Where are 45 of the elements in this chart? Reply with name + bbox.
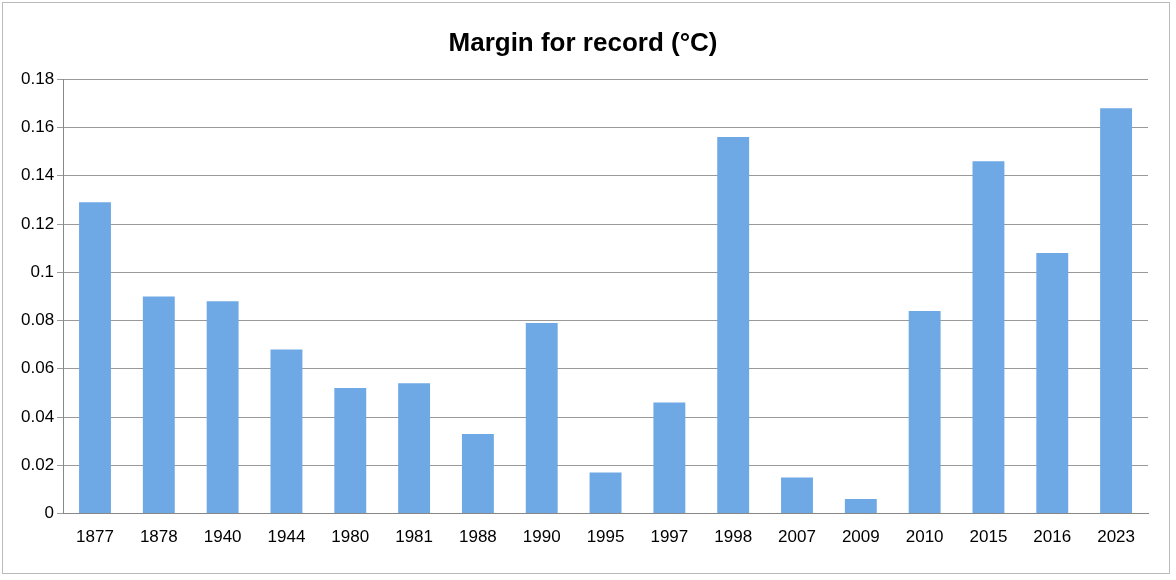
bar [653, 402, 686, 514]
bar [461, 433, 494, 514]
x-tick-label: 1990 [522, 527, 561, 547]
y-tick-label: 0.18 [20, 68, 55, 88]
y-tick-label: 0.04 [20, 406, 55, 426]
y-tick-label: 0.1 [30, 261, 55, 281]
bar [398, 383, 431, 514]
bar [334, 388, 367, 514]
bar [589, 472, 622, 514]
bar [781, 477, 813, 514]
x-tick-label: 2007 [778, 527, 816, 547]
y-tick-label: 0.02 [20, 455, 55, 475]
y-tick-label: 0.08 [20, 310, 55, 330]
x-tick-label: 2016 [1033, 527, 1072, 547]
bar [525, 322, 558, 514]
x-tick-label: 1940 [203, 527, 242, 547]
x-tick-label: 1997 [650, 527, 689, 547]
bar [79, 202, 111, 514]
bar [972, 161, 1005, 514]
chart-title: Margin for record (°C) [448, 26, 718, 57]
y-tick-label: 0.14 [20, 165, 55, 185]
x-tick-label: 1877 [76, 527, 114, 547]
bar [908, 310, 941, 514]
x-tick-label: 1980 [331, 527, 370, 547]
x-tick-label: 1981 [395, 527, 433, 547]
y-tick-label: 0.12 [20, 213, 55, 233]
bar [1036, 252, 1069, 514]
x-tick-label: 2015 [969, 527, 1008, 547]
bar [270, 349, 303, 514]
y-tick-label: 0 [44, 503, 55, 523]
x-tick-label: 2010 [905, 527, 944, 547]
y-tick-label: 0.06 [20, 358, 55, 378]
x-tick-label: 2009 [841, 527, 880, 547]
y-tick-label: 0.16 [20, 117, 55, 137]
bar [142, 296, 175, 514]
x-tick-label: 1944 [267, 527, 306, 547]
x-tick-label: 1998 [714, 527, 753, 547]
bar [717, 137, 750, 514]
bar [206, 301, 239, 514]
x-tick-label: 1878 [139, 527, 178, 547]
x-tick-label: 1995 [586, 527, 625, 547]
bar [1100, 108, 1133, 514]
bar [844, 499, 877, 514]
x-tick-label: 2023 [1097, 527, 1135, 547]
x-tick-label: 1988 [458, 527, 497, 547]
